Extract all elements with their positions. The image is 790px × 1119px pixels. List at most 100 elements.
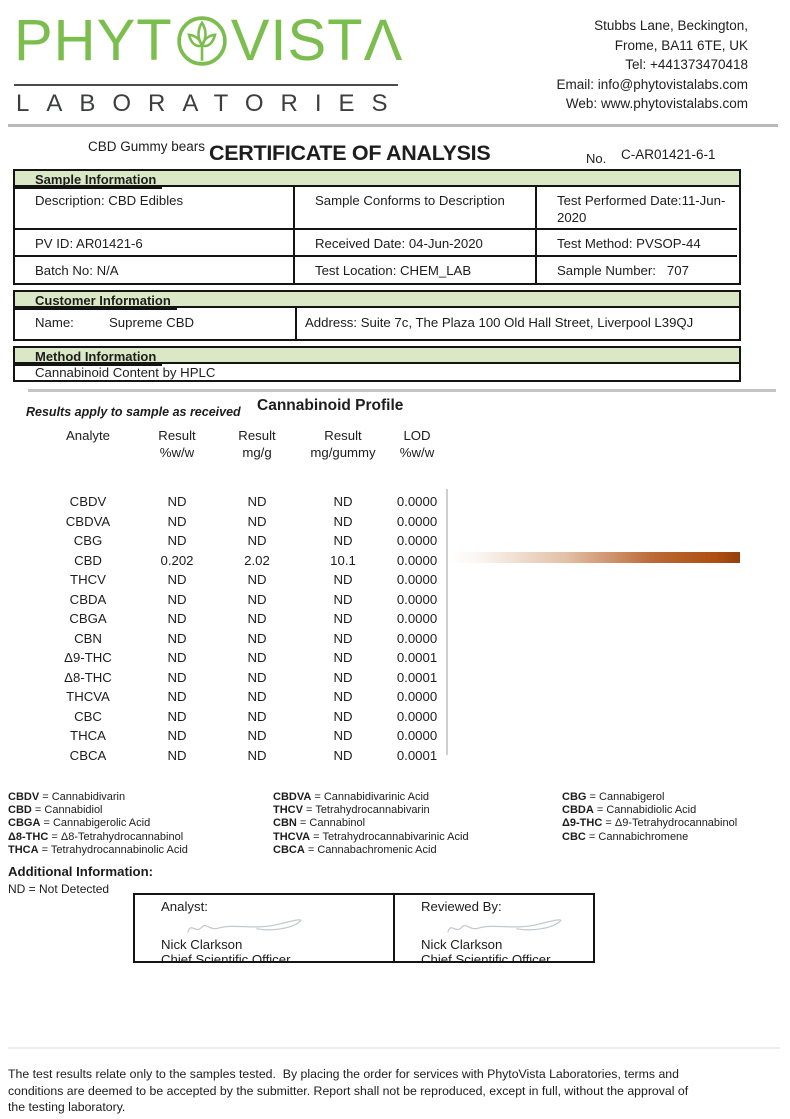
sample-info-cell: Batch No: N/A (15, 257, 295, 283)
lod-pct-ww: 0.0000 (396, 708, 438, 724)
analyte-row: THCA ND ND ND 0.0000 (0, 726, 460, 746)
legend-item: Δ9-THC = Δ9-Tetrahydrocannabinol (562, 817, 738, 830)
result-mg-g: ND (247, 494, 267, 509)
result-mg-g: ND (247, 630, 267, 646)
lod-pct-ww: 0.0001 (396, 669, 438, 685)
customer-name-value: Supreme CBD (109, 315, 195, 330)
result-pct-ww: ND (167, 650, 187, 665)
sample-info-cell: Received Date: 04-Jun-2020 (295, 230, 537, 257)
signature-box: Analyst: Nick Clarkson Chief Scientific … (133, 893, 395, 963)
result-mg-gummy: ND (333, 669, 353, 685)
result-mg-g: ND (247, 611, 267, 626)
analyte-name: THCVA (66, 689, 110, 704)
analyte-row: CBDVA ND ND ND 0.0000 (0, 512, 460, 532)
signatory-name: Nick Clarkson (421, 937, 503, 952)
analyte-row: CBN ND ND ND 0.0000 (0, 629, 460, 649)
column-header: Result %w/w (158, 428, 196, 460)
cannabinoid-table: CBDV ND ND ND 0.0000 CBDVA ND ND ND 0.00… (0, 492, 460, 765)
analyte-name: CBG (73, 533, 103, 548)
logo-wordmark: PHYT VISTΛ (14, 12, 403, 70)
customer-name-cell: Name: Supreme CBD (15, 308, 295, 339)
result-pct-ww: ND (167, 669, 187, 685)
result-pct-ww: ND (167, 747, 187, 763)
result-pct-ww: ND (167, 611, 187, 626)
address-line: Frome, BA11 6TE, UK (614, 37, 748, 53)
nd-definition: ND = Not Detected (8, 882, 110, 896)
lod-pct-ww: 0.0000 (396, 494, 438, 509)
certificate-number: C-AR01421-6-1 (621, 147, 716, 162)
section-title: Method Information (15, 349, 163, 366)
result-mg-gummy: ND (333, 708, 353, 724)
sample-info-cell: Test Method: PVSOP-44 (537, 230, 737, 257)
analyte-name: CBDA (69, 591, 107, 607)
customer-information-section: Customer Information Name: Supreme CBD A… (13, 290, 741, 341)
legend-item: CBN = Cannabinol (273, 817, 366, 830)
signatory-title: Chief Scientific Officer (161, 951, 291, 963)
logo-text-right: VISTΛ (230, 8, 404, 73)
result-mg-gummy: ND (333, 650, 353, 665)
result-mg-g: ND (247, 747, 267, 763)
cbd-result-bar (449, 552, 740, 563)
result-pct-ww: ND (167, 630, 187, 646)
legend-column-3: CBG = Cannabigerol CBDA = Cannabidiolic … (562, 791, 737, 844)
cannabinoid-profile-title: Cannabinoid Profile (257, 397, 404, 414)
result-mg-gummy: ND (333, 611, 353, 626)
analyte-name: THCV (70, 572, 106, 587)
lod-pct-ww: 0.0000 (396, 552, 438, 568)
analyte-row: THCV ND ND ND 0.0000 (0, 570, 460, 590)
sample-information-header: Sample Information (15, 171, 739, 189)
address-line: Stubbs Lane, Beckington, (594, 18, 748, 33)
lod-pct-ww: 0.0001 (396, 650, 438, 665)
result-mg-g: ND (247, 669, 267, 685)
result-mg-gummy: ND (333, 689, 353, 704)
result-mg-gummy: ND (333, 747, 353, 763)
signature-role-label: Analyst: (161, 899, 208, 914)
signature-icon (187, 919, 302, 933)
result-mg-g: ND (247, 591, 267, 607)
column-header: Result mg/gummy (310, 428, 376, 460)
address-line: Tel: +441373470418 (625, 57, 748, 72)
lod-pct-ww: 0.0000 (396, 728, 438, 743)
analyte-row: CBDA ND ND ND 0.0000 (0, 590, 460, 610)
analyte-name: CBD (74, 552, 102, 568)
customer-name-label: Name: (35, 315, 74, 330)
legend-item: CBC = Cannabichromene (562, 830, 689, 843)
footer-divider (8, 1047, 780, 1049)
analyte-row: THCVA ND ND ND 0.0000 (0, 687, 460, 707)
signature-box: Reviewed By: Nick Clarkson Chief Scienti… (393, 893, 595, 963)
signature-icon (447, 919, 562, 933)
result-mg-gummy: ND (333, 494, 353, 509)
result-mg-gummy: ND (333, 513, 353, 529)
lod-pct-ww: 0.0000 (396, 611, 438, 626)
result-pct-ww: ND (167, 494, 187, 509)
customer-information-header: Customer Information (15, 292, 739, 310)
legend-item: CBCA = Cannabachromenic Acid (273, 843, 437, 856)
section-title: Sample Information (15, 172, 163, 189)
section-divider (28, 389, 776, 392)
result-mg-g: ND (247, 708, 267, 724)
analyte-row: Δ8-THC ND ND ND 0.0001 (0, 668, 460, 688)
analyte-row: CBDV ND ND ND 0.0000 (0, 492, 460, 512)
legend-item: THCVA = Tetrahydrocannabivarinic Acid (273, 830, 469, 843)
analyte-name: CBDV (69, 494, 107, 509)
result-mg-gummy: ND (333, 630, 353, 646)
analyte-name: THCA (70, 728, 106, 743)
column-header: LOD %w/w (399, 428, 435, 460)
result-mg-gummy: ND (333, 533, 353, 548)
result-mg-g: ND (247, 533, 267, 548)
column-header: Result mg/g (238, 428, 276, 460)
bar-chart-axis (446, 489, 448, 755)
analyte-row: CBC ND ND ND 0.0000 (0, 707, 460, 727)
legend-item: CBDV = Cannabidivarin (8, 791, 126, 803)
footer-disclaimer: The test results relate only to the samp… (8, 1067, 692, 1114)
sample-info-cell: Description: CBD Edibles (15, 187, 295, 230)
result-pct-ww: ND (167, 708, 187, 724)
legend-column-2: CBDVA = Cannabidivarinic Acid THCV = Tet… (273, 791, 469, 857)
analyte-name: Δ8-THC (64, 669, 112, 685)
signature-role-label: Reviewed By: (421, 899, 502, 914)
sample-info-cell: PV ID: AR01421-6 (15, 230, 295, 257)
legend-item: CBDVA = Cannabidivarinic Acid (273, 791, 430, 803)
profile-column-headers: Analyte Result %w/w Result mg/g Result m… (0, 427, 460, 463)
logo-text-left: PHYT (14, 8, 173, 73)
